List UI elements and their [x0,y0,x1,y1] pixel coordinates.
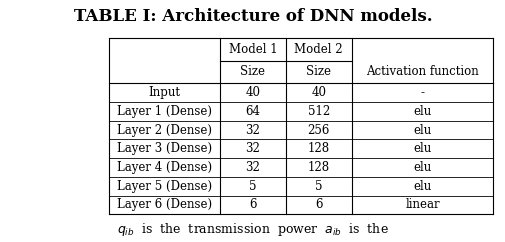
Text: Layer 2 (Dense): Layer 2 (Dense) [117,124,212,137]
Text: Input: Input [148,86,180,99]
Text: Layer 6 (Dense): Layer 6 (Dense) [117,198,212,211]
Text: 128: 128 [307,142,329,155]
Text: Layer 3 (Dense): Layer 3 (Dense) [117,142,212,155]
Text: Layer 4 (Dense): Layer 4 (Dense) [117,161,212,174]
Text: 40: 40 [245,86,260,99]
Text: Activation function: Activation function [366,66,478,78]
Text: elu: elu [413,142,431,155]
Text: 40: 40 [311,86,326,99]
Text: linear: linear [405,198,439,211]
Text: 32: 32 [245,124,260,137]
Text: 32: 32 [245,142,260,155]
Text: 6: 6 [315,198,322,211]
Text: $q_{ib}$  is  the  transmission  power  $a_{ib}$  is  the: $q_{ib}$ is the transmission power $a_{i… [117,221,388,238]
Text: 64: 64 [245,105,260,118]
Text: elu: elu [413,124,431,137]
Text: Layer 1 (Dense): Layer 1 (Dense) [117,105,212,118]
Text: elu: elu [413,180,431,193]
Text: elu: elu [413,105,431,118]
Text: TABLE I: Architecture of DNN models.: TABLE I: Architecture of DNN models. [74,8,431,25]
Text: -: - [420,86,424,99]
Text: Size: Size [306,66,331,78]
Text: 6: 6 [249,198,256,211]
Text: elu: elu [413,161,431,174]
Text: Model 2: Model 2 [294,43,342,55]
Text: Layer 5 (Dense): Layer 5 (Dense) [117,180,212,193]
Text: 5: 5 [315,180,322,193]
Text: 512: 512 [307,105,329,118]
Text: Size: Size [240,66,265,78]
Text: 32: 32 [245,161,260,174]
Text: 128: 128 [307,161,329,174]
Text: Model 1: Model 1 [228,43,277,55]
Text: 5: 5 [249,180,256,193]
Text: 256: 256 [307,124,329,137]
